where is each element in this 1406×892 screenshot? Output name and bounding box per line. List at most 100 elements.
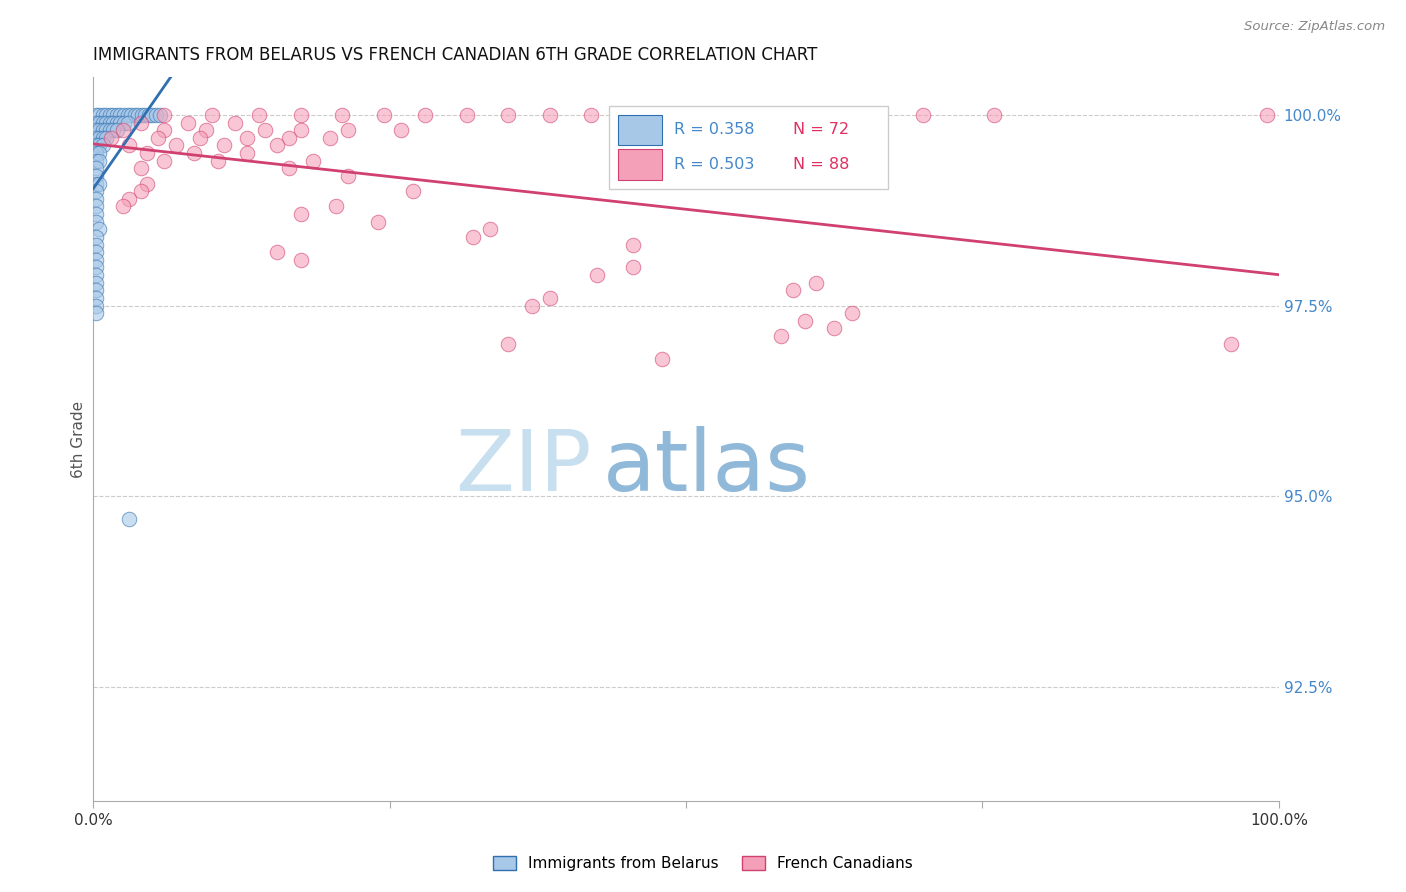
Text: R = 0.358: R = 0.358 <box>675 122 755 137</box>
Point <box>84 306 107 320</box>
Point <box>112 115 135 129</box>
Point <box>823 321 845 335</box>
Point <box>194 123 217 137</box>
Point <box>402 184 425 198</box>
Point <box>91 108 114 122</box>
Point <box>148 131 170 145</box>
Text: N = 88: N = 88 <box>793 157 849 172</box>
Point <box>319 131 342 145</box>
Point <box>236 146 259 161</box>
Point <box>84 123 107 137</box>
Point <box>330 108 353 122</box>
Point <box>96 123 118 137</box>
Point <box>124 108 146 122</box>
Point <box>96 115 118 129</box>
Point <box>84 268 107 282</box>
Point <box>254 123 277 137</box>
Point <box>84 237 107 252</box>
Point <box>266 138 288 153</box>
Point <box>84 230 107 244</box>
Point <box>117 108 139 122</box>
Point <box>91 131 114 145</box>
Point <box>479 222 502 236</box>
Point <box>84 138 107 153</box>
Point <box>135 177 157 191</box>
Point <box>111 199 134 213</box>
Point <box>538 291 561 305</box>
Point <box>188 131 211 145</box>
Point <box>135 146 157 161</box>
Point <box>207 153 229 168</box>
Point <box>118 138 141 153</box>
Point <box>621 260 644 275</box>
Point <box>84 169 107 183</box>
FancyBboxPatch shape <box>609 106 887 189</box>
Point <box>131 108 153 122</box>
Point <box>413 108 436 122</box>
Point <box>84 207 107 221</box>
Point <box>586 268 609 282</box>
Point <box>496 108 519 122</box>
Point <box>247 108 270 122</box>
Point <box>84 291 107 305</box>
Point <box>277 161 299 176</box>
Point <box>98 108 121 122</box>
Point <box>153 153 176 168</box>
Point <box>91 115 114 129</box>
Point <box>579 108 602 122</box>
Point <box>266 245 288 260</box>
Point <box>84 184 107 198</box>
Point <box>84 131 107 145</box>
Point <box>103 115 125 129</box>
Point <box>183 146 205 161</box>
Point <box>134 108 156 122</box>
Point <box>87 222 110 236</box>
Text: atlas: atlas <box>603 426 811 509</box>
Point <box>806 276 828 290</box>
Point <box>91 123 114 137</box>
Point <box>96 108 118 122</box>
Point <box>456 108 478 122</box>
Point <box>87 153 110 168</box>
Point <box>127 108 149 122</box>
Text: R = 0.503: R = 0.503 <box>675 157 755 172</box>
Point <box>84 161 107 176</box>
Point <box>117 115 139 129</box>
Point <box>138 108 160 122</box>
Point <box>841 306 863 320</box>
Point <box>212 138 235 153</box>
Legend: Immigrants from Belarus, French Canadians: Immigrants from Belarus, French Canadian… <box>486 850 920 877</box>
Point <box>105 115 128 129</box>
Point <box>118 192 141 206</box>
Point <box>236 131 259 145</box>
Point <box>91 138 114 153</box>
Point <box>391 123 413 137</box>
Point <box>538 108 561 122</box>
Point <box>325 199 347 213</box>
Point <box>782 284 804 298</box>
Point <box>177 115 200 129</box>
Point <box>118 512 141 526</box>
Point <box>110 115 132 129</box>
Point <box>651 351 673 366</box>
Point <box>87 146 110 161</box>
Point <box>664 108 686 122</box>
Point <box>704 108 727 122</box>
Point <box>100 131 122 145</box>
Point <box>621 108 644 122</box>
Text: IMMIGRANTS FROM BELARUS VS FRENCH CANADIAN 6TH GRADE CORRELATION CHART: IMMIGRANTS FROM BELARUS VS FRENCH CANADI… <box>93 46 817 64</box>
Point <box>912 108 935 122</box>
Point <box>84 276 107 290</box>
Point <box>290 108 312 122</box>
Point <box>103 123 125 137</box>
FancyBboxPatch shape <box>619 114 662 145</box>
Point <box>110 108 132 122</box>
Point <box>87 131 110 145</box>
Point <box>84 252 107 267</box>
Point <box>337 169 360 183</box>
Point <box>983 108 1005 122</box>
Point <box>87 177 110 191</box>
Point <box>301 153 323 168</box>
Point <box>165 138 187 153</box>
Point <box>84 108 107 122</box>
